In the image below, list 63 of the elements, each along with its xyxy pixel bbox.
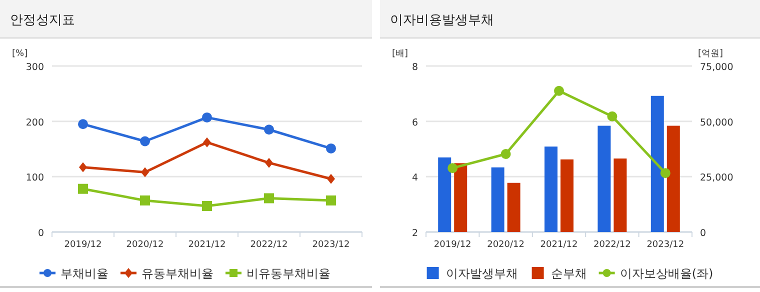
legend-label: 이자발생부채 <box>446 266 518 280</box>
x-tick-label: 2022/12 <box>594 240 631 250</box>
bar <box>454 163 468 232</box>
legend-label: 비유동부채비율 <box>246 266 330 280</box>
y-tick-label: 8 <box>412 62 418 73</box>
legend-label: 이자보상배율(좌) <box>620 266 714 280</box>
y-tick-label: 4 <box>412 172 418 184</box>
bar <box>544 146 558 232</box>
point <box>607 111 618 122</box>
y-tick-label: 6 <box>412 117 418 128</box>
y2-axis-title: [억원] <box>698 49 724 59</box>
x-tick-label: 2023/12 <box>646 240 684 250</box>
x-tick-label: 2021/12 <box>540 240 578 250</box>
chart-title: 이자비용발생부채 <box>390 13 494 28</box>
x-tick-label: 2020/12 <box>126 240 164 250</box>
bar <box>614 158 627 232</box>
y-axis-title: [배] <box>392 49 408 59</box>
legend-label: 유동부채비율 <box>142 266 214 280</box>
point <box>140 136 150 146</box>
y-tick-label: 0 <box>38 228 44 239</box>
y-axis-title: [%] <box>12 49 28 59</box>
bar <box>491 167 504 232</box>
point <box>264 124 274 135</box>
point <box>265 158 273 168</box>
chart-title: 안정성지표 <box>10 13 75 28</box>
bar <box>598 126 611 232</box>
y-tick-label: 100 <box>26 172 44 184</box>
point <box>660 168 670 178</box>
bar <box>438 157 452 232</box>
x-tick-label: 2020/12 <box>487 240 524 250</box>
bar <box>507 182 520 232</box>
x-tick-label: 2023/12 <box>312 240 350 250</box>
point <box>326 195 336 206</box>
x-tick-label: 2021/12 <box>188 240 226 250</box>
point <box>500 148 511 159</box>
bar <box>666 126 680 232</box>
legend-label: 부채비율 <box>60 266 108 280</box>
x-tick-label: 2019/12 <box>434 240 472 250</box>
y2-tick-label: 0 <box>700 228 706 239</box>
y-tick-label: 300 <box>26 62 44 73</box>
point <box>140 195 150 206</box>
point <box>78 184 88 194</box>
y-tick-label: 2 <box>412 228 418 239</box>
bar <box>560 159 574 232</box>
legend-label: 순부채 <box>550 266 587 280</box>
point <box>554 86 564 96</box>
y2-tick-label: 75,000 <box>700 62 734 73</box>
y2-tick-label: 50,000 <box>700 117 734 128</box>
point <box>202 200 212 211</box>
point <box>448 163 458 174</box>
bar <box>650 96 664 232</box>
x-tick-label: 2019/12 <box>64 240 102 250</box>
y-tick-label: 200 <box>26 117 44 128</box>
point <box>203 137 211 148</box>
point <box>78 119 88 130</box>
point <box>141 167 149 178</box>
point <box>202 112 212 122</box>
point <box>79 162 87 172</box>
point <box>326 143 336 154</box>
point <box>327 174 335 184</box>
point <box>264 193 274 204</box>
x-tick-label: 2022/12 <box>250 240 288 250</box>
y2-tick-label: 25,000 <box>700 172 734 184</box>
